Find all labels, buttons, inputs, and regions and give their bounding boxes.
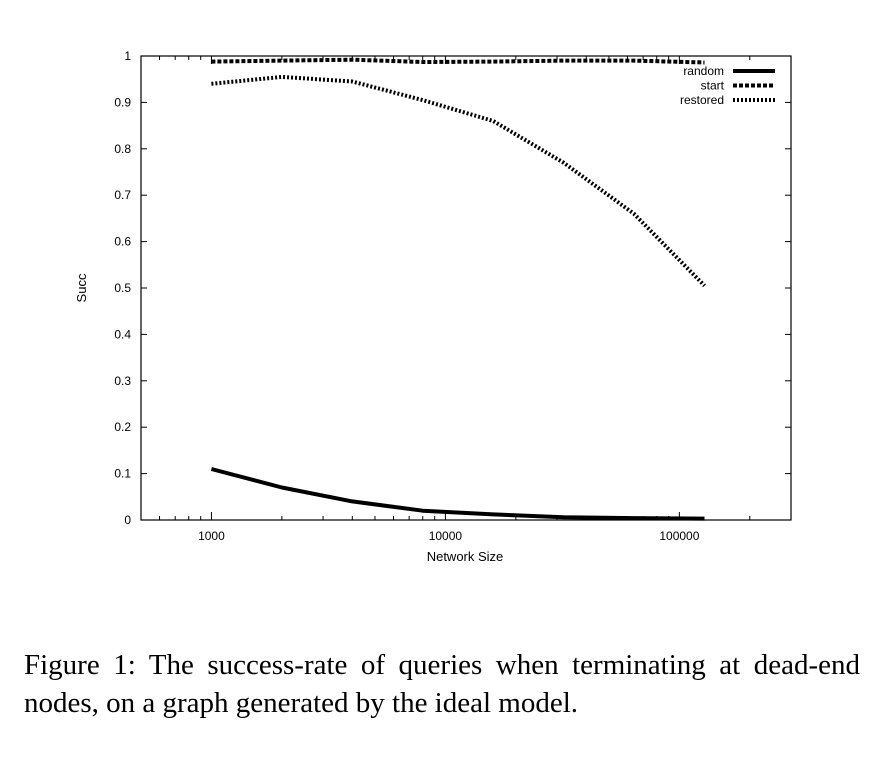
y-tick-label: 0.5 <box>114 281 131 295</box>
y-tick-label: 0 <box>124 513 131 527</box>
plot-border <box>140 55 792 521</box>
x-tick-label: 1000 <box>198 529 225 543</box>
y-tick-label: 0.9 <box>114 95 131 109</box>
y-tick-label: 0.7 <box>114 188 131 202</box>
plot-frame <box>140 55 792 521</box>
y-tick-label: 0.3 <box>114 374 131 388</box>
y-tick-label: 0.6 <box>114 235 131 249</box>
y-tick-label: 0.1 <box>114 467 131 481</box>
y-tick-label: 0.2 <box>114 420 131 434</box>
y-tick-label: 0.8 <box>114 142 131 156</box>
y-tick-label: 0.4 <box>114 327 131 341</box>
axis-ticks: 0 0.1 0.2 0.3 0.4 0.5 0.6 0.7 0.8 0.9 1 1000 10000 10… <box>114 49 792 543</box>
x-axis-label: Network Size <box>427 549 504 564</box>
success-rate-chart: 0 0.1 0.2 0.3 0.4 0.5 0.6 0.7 0.8 0.9 1 1000 10000 10… <box>74 49 792 564</box>
x-tick-label: 100000 <box>659 529 699 543</box>
series-line-start <box>211 57 705 65</box>
series-line-restored <box>211 74 706 288</box>
legend-label-random: random <box>683 64 724 78</box>
x-tick-label: 10000 <box>429 529 463 543</box>
series-line-random <box>210 467 705 521</box>
figure-caption: Figure 1: The success-rate of queries wh… <box>24 649 860 719</box>
legend-label-restored: restored <box>680 93 724 107</box>
y-axis-label: Succ <box>74 273 89 302</box>
series-layer <box>210 57 706 521</box>
y-tick-label: 1 <box>124 49 131 63</box>
legend-label-start: start <box>701 79 725 93</box>
